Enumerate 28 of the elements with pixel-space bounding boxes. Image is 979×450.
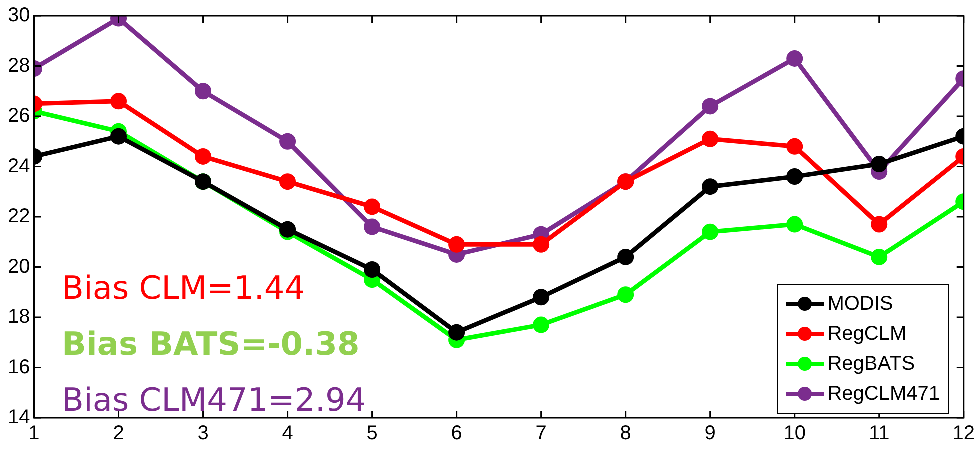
y-tick-label: 24 <box>8 155 30 178</box>
x-tick-label: 11 <box>868 422 890 445</box>
y-tick-label: 16 <box>8 356 30 378</box>
y-tick-label: 30 <box>8 4 30 27</box>
x-tick-label: 2 <box>113 422 124 445</box>
x-tick-label: 6 <box>451 422 462 445</box>
x-tick-label: 5 <box>366 422 378 445</box>
x-tick-label: 10 <box>784 422 806 445</box>
y-tick-label: 20 <box>8 256 30 278</box>
legend-label: RegCLM471 <box>828 382 940 406</box>
annotation: Bias BATS=-0.38 <box>62 324 361 365</box>
annotation: Bias CLM471=2.94 <box>62 381 366 419</box>
x-tick-label: 4 <box>282 422 294 445</box>
x-tick-label: 7 <box>536 422 547 445</box>
y-tick-label: 14 <box>8 406 30 429</box>
legend-label: MODIS <box>828 292 894 316</box>
y-tick-label: 22 <box>8 206 30 228</box>
x-tick-label: 12 <box>952 422 975 445</box>
y-tick-label: 26 <box>8 105 30 128</box>
annotation: Bias CLM=1.44 <box>62 268 306 309</box>
x-tick-label: 3 <box>198 422 209 445</box>
y-tick-label: 18 <box>8 306 30 328</box>
x-tick-label: 1 <box>28 422 40 445</box>
legend-label: RegCLM <box>828 322 907 346</box>
x-tick-label: 9 <box>704 422 716 445</box>
legend-label: RegBATS <box>828 352 916 376</box>
x-tick-label: 8 <box>620 422 632 445</box>
y-tick-label: 28 <box>8 54 30 77</box>
